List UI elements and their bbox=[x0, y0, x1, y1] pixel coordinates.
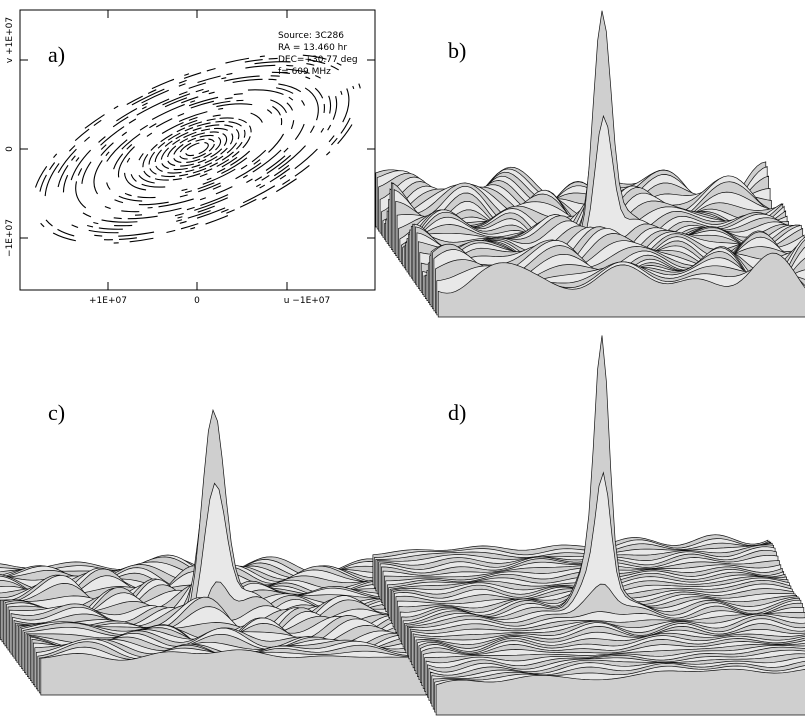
info-text: DEC=+30.77 deg bbox=[278, 55, 358, 65]
y-tick-label: −1E+07 bbox=[5, 219, 15, 257]
y-tick-label: 0 bbox=[5, 146, 15, 152]
y-tick-label: v +1E+07 bbox=[5, 17, 15, 63]
uv-track bbox=[78, 65, 316, 232]
uv-track bbox=[85, 70, 308, 227]
surfaces bbox=[0, 11, 805, 715]
info-text: f= 609 MHz bbox=[278, 67, 331, 77]
uv-track bbox=[149, 115, 246, 183]
uv-track bbox=[64, 55, 330, 242]
x-tick-label: +1E+07 bbox=[89, 296, 127, 306]
info-text: Source: 3C286 bbox=[278, 31, 344, 41]
info-text: RA = 13.460 hr bbox=[278, 43, 347, 53]
panel-label: d) bbox=[448, 400, 466, 425]
panel-label: c) bbox=[48, 400, 65, 425]
uv-track bbox=[71, 60, 323, 237]
uv-track bbox=[184, 140, 210, 158]
panel-label: b) bbox=[448, 38, 466, 63]
x-tick-label: u −1E+07 bbox=[284, 296, 331, 306]
uv-track bbox=[170, 130, 224, 168]
uv-track bbox=[113, 90, 280, 208]
uv-track bbox=[177, 135, 217, 163]
panel-label: a) bbox=[48, 42, 65, 67]
uv-track bbox=[142, 110, 253, 188]
figure: a) b) c) d) Source: 3C286 RA = 13.460 hr DEC=+… bbox=[0, 0, 805, 720]
x-tick-label: 0 bbox=[194, 296, 200, 306]
